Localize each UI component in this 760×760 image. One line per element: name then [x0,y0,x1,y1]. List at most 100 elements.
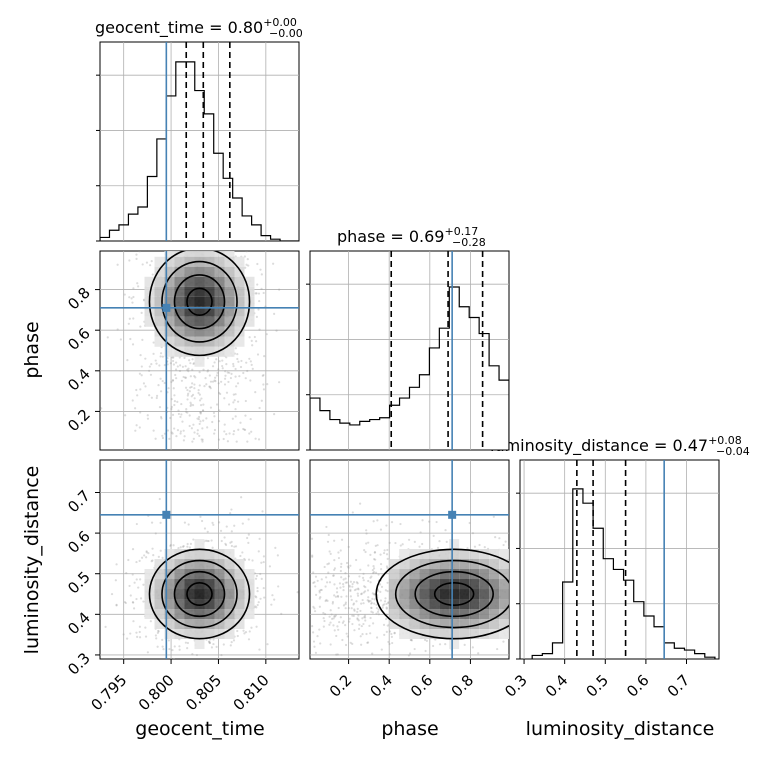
density-cell [194,569,205,580]
scatter-point [410,639,413,642]
scatter-point [161,638,164,641]
density-cell [234,306,245,317]
scatter-point [191,440,194,443]
density-cell [174,589,185,600]
scatter-point [509,608,511,610]
scatter-point [142,583,145,586]
scatter-point [182,545,185,548]
scatter-point [374,544,377,548]
density-cell [194,266,205,277]
scatter-point [155,248,157,250]
scatter-point [341,621,344,624]
scatter-point [280,612,283,616]
scatter-point [229,376,233,380]
scatter-point [206,369,210,372]
scatter-point [385,553,389,556]
scatter-point [409,638,412,642]
scatter-point [373,551,377,554]
scatter-point [184,376,187,379]
density-cell [194,306,205,317]
scatter-point [214,380,217,383]
scatter-point [254,437,257,440]
density-cell [409,549,420,560]
pair-inner [100,460,299,659]
scatter-point [341,638,344,642]
scatter-point [360,592,363,595]
scatter-point [159,415,163,419]
scatter-point [221,364,224,368]
scatter-point [343,660,345,662]
scatter-point [171,379,174,382]
scatter-point [186,394,189,397]
scatter-point [369,616,372,620]
scatter-point [257,550,260,553]
scatter-point [345,632,348,635]
scatter-point [177,547,180,550]
scatter-point [370,610,373,613]
scatter-point [513,590,515,592]
scatter-point [516,625,518,627]
scatter-point [191,653,194,656]
scatter-point [369,632,372,635]
scatter-point [151,547,154,550]
density-cell [449,639,460,650]
scatter-point [228,432,231,435]
scatter-point [157,384,160,387]
scatter-point [100,407,103,410]
scatter-point [129,337,132,341]
scatter-point [172,356,175,359]
scatter-point [204,377,207,380]
scatter-point [323,619,326,623]
title-phase-main: phase = 0.69 [337,227,444,246]
scatter-point [466,547,469,550]
scatter-point [266,383,269,386]
scatter-point [348,617,351,620]
scatter-point [364,616,367,619]
scatter-point [175,377,178,380]
scatter-point [372,622,375,625]
density-cell [154,306,165,317]
scatter-point [189,375,192,378]
scatter-point [387,601,390,605]
scatter-point [384,597,387,600]
scatter-point [352,603,355,606]
scatter-point [210,539,213,542]
scatter-point [163,432,167,435]
x-tick-label-luminosity_distance: 0.6 [623,671,653,701]
scatter-point [186,545,189,548]
density-cell [184,629,195,640]
scatter-point [370,606,373,610]
scatter-point [352,580,356,584]
scatter-point [154,532,157,535]
scatter-point [198,434,201,437]
scatter-point [350,598,353,602]
scatter-point [401,543,404,546]
scatter-point [363,585,366,588]
density-cell [509,609,519,619]
scatter-point [371,597,374,600]
title-luminosity-distance-plus: +0.08 [708,434,742,447]
scatter-point [169,543,172,547]
scatter-point [171,648,174,652]
density-cell [439,549,450,560]
density-cell [164,336,175,347]
scatter-point [167,243,169,245]
scatter-point [336,594,339,598]
density-cell [449,619,460,630]
density-cell [244,276,255,287]
scatter-point [159,549,162,552]
scatter-point [190,427,193,430]
contour-level-1 [186,287,213,316]
scatter-point [189,362,192,365]
scatter-point [333,568,336,572]
density-cell [449,549,460,560]
scatter-point [255,574,258,578]
density-cell [499,619,509,630]
scatter-point [174,373,177,377]
density-cell [489,579,500,590]
density-cell [459,559,470,570]
x-tick-label-geocent_time: 0.810 [230,671,273,714]
scatter-point [145,550,148,553]
density-cell [399,609,410,620]
